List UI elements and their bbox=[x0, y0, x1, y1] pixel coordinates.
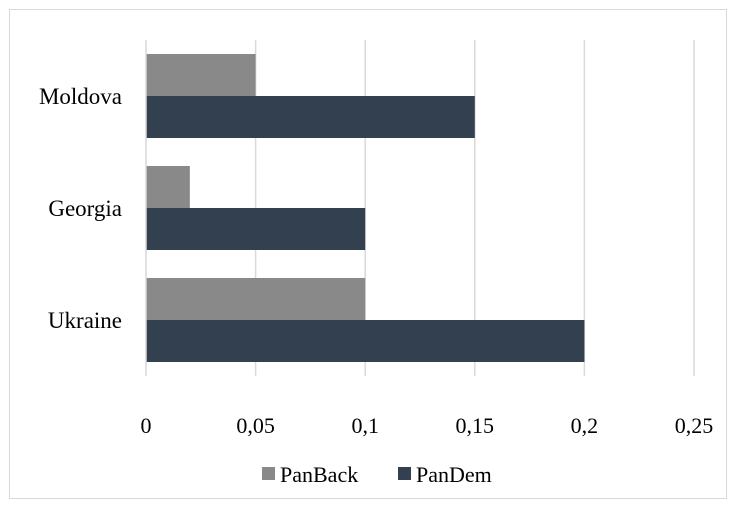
legend: PanBack PanDem bbox=[262, 462, 492, 487]
bar-panback-georgia bbox=[146, 166, 190, 208]
legend-swatch-pandem bbox=[398, 467, 411, 480]
x-tick-label: 0 bbox=[141, 413, 152, 438]
legend-swatch-panback bbox=[262, 467, 275, 480]
bar-pandem-moldova bbox=[146, 96, 475, 138]
category-label: Moldova bbox=[39, 84, 122, 109]
legend-label-pandem: PanDem bbox=[416, 462, 492, 487]
category-label: Georgia bbox=[48, 196, 122, 221]
bar-pandem-ukraine bbox=[146, 320, 585, 362]
chart-frame bbox=[9, 9, 727, 499]
bar-pandem-georgia bbox=[146, 208, 366, 250]
x-tick-label: 0,05 bbox=[236, 413, 275, 438]
bar-panback-moldova bbox=[146, 54, 256, 96]
bars bbox=[146, 54, 585, 362]
category-label: Ukraine bbox=[48, 308, 122, 333]
labels: Moldova Georgia Ukraine 0 0,05 0,1 0,15 0,2 0,25 bbox=[39, 84, 713, 438]
x-tick-label: 0,25 bbox=[675, 413, 714, 438]
bar-panback-ukraine bbox=[146, 278, 366, 320]
x-tick-label: 0,15 bbox=[456, 413, 495, 438]
x-tick-label: 0,1 bbox=[351, 413, 379, 438]
x-tick-label: 0,2 bbox=[571, 413, 599, 438]
legend-label-panback: PanBack bbox=[280, 462, 358, 487]
